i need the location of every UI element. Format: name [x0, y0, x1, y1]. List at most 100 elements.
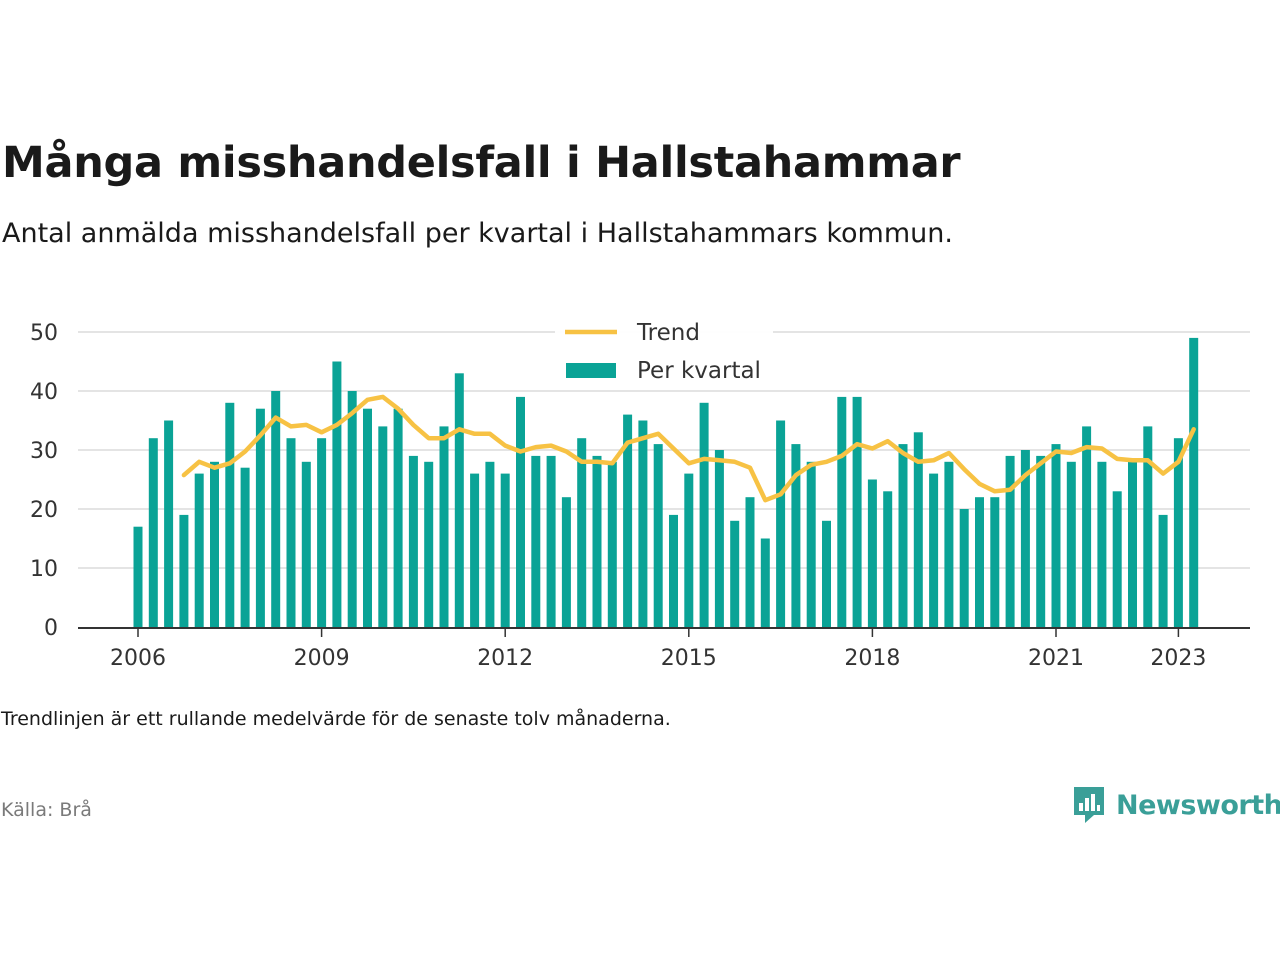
bar [516, 396, 525, 627]
y-tick-label: 0 [44, 616, 58, 641]
bar [347, 391, 357, 627]
bar [378, 426, 388, 627]
brand-name: Newsworthy [1116, 789, 1280, 821]
bar [776, 420, 786, 627]
bar [638, 420, 648, 627]
line-series-trend [181, 394, 1196, 503]
bar [485, 461, 495, 627]
bar [806, 461, 816, 627]
bar [194, 473, 204, 627]
bar [791, 444, 801, 627]
bar [1158, 514, 1168, 627]
source-label: Källa: Brå [1, 799, 92, 821]
bar [271, 391, 281, 627]
trend-footnote: Trendlinjen är ett rullande medelvärde f… [1, 708, 671, 730]
bar [210, 461, 219, 627]
y-tick-label: 10 [30, 557, 58, 582]
x-axis: 2006 2009 2012 2015 2018 2021 2023 [78, 627, 1250, 671]
x-tick-label: 2021 [1028, 646, 1084, 671]
y-tick-label: 50 [30, 321, 58, 346]
bar [867, 479, 877, 627]
bar [669, 514, 678, 627]
bar [164, 420, 174, 627]
bar [1020, 450, 1030, 627]
bar [1112, 491, 1122, 627]
bar [133, 526, 143, 627]
bar [745, 497, 755, 627]
bar [561, 497, 571, 627]
bar [179, 514, 189, 627]
bar [424, 461, 434, 627]
bar [454, 373, 464, 627]
bar [852, 396, 862, 627]
bar [408, 455, 418, 627]
bar [317, 438, 327, 627]
bar [684, 473, 694, 627]
bar [225, 402, 235, 627]
y-tick-label: 30 [30, 439, 58, 464]
bar [240, 467, 250, 627]
bar [332, 361, 342, 627]
bar-series-per-kvartal [133, 337, 1199, 627]
x-tick-label: 2006 [110, 646, 166, 671]
bar [363, 408, 372, 627]
bar-line-chart: 0 10 20 30 40 50 2006 2009 2012 2015 2018 2021 2023… [30, 314, 1250, 671]
bar [883, 491, 893, 627]
y-tick-label: 20 [30, 498, 58, 523]
bar [439, 426, 449, 627]
bar [1097, 461, 1107, 627]
bar [607, 461, 617, 627]
bar [929, 473, 939, 627]
bar [990, 497, 1000, 627]
bar [500, 473, 510, 627]
bar [301, 461, 311, 627]
bar [148, 438, 158, 627]
bar [1143, 426, 1153, 627]
legend-bar-label: Per kvartal [637, 358, 761, 384]
bar [1051, 444, 1061, 627]
bar [1005, 455, 1015, 627]
bar [546, 455, 556, 627]
bar [623, 414, 633, 627]
x-tick-label: 2023 [1150, 646, 1206, 671]
x-tick-label: 2015 [661, 646, 717, 671]
bar [577, 438, 587, 627]
bar [393, 408, 403, 627]
newsworthy-logo: Newsworthy [1072, 785, 1280, 825]
bar [286, 438, 296, 627]
bar [592, 455, 602, 627]
newsworthy-logo-icon [1074, 787, 1104, 823]
y-axis-ticks: 0 10 20 30 40 50 [30, 321, 58, 641]
bar [837, 396, 847, 627]
bar [531, 455, 541, 627]
bar [699, 402, 709, 627]
bar [760, 538, 770, 627]
bar [470, 473, 480, 627]
bar [714, 450, 724, 627]
bar [898, 444, 908, 627]
bar [255, 408, 265, 627]
bar [730, 520, 740, 627]
bar [1189, 337, 1199, 627]
y-tick-label: 40 [30, 380, 58, 405]
bar [959, 509, 969, 627]
legend-bar-swatch [566, 363, 616, 378]
bar [1128, 461, 1137, 627]
x-tick-label: 2012 [477, 646, 533, 671]
bar [1173, 438, 1183, 627]
legend: Trend Per kvartal [555, 314, 773, 390]
bar [1066, 461, 1076, 627]
x-tick-label: 2009 [294, 646, 350, 671]
bar [1082, 426, 1092, 627]
bar [653, 444, 663, 627]
bar [975, 497, 984, 627]
trend-line [181, 394, 1196, 503]
bar [822, 520, 831, 627]
bar [944, 461, 954, 627]
legend-trend-label: Trend [636, 320, 700, 346]
bar [1036, 455, 1046, 627]
chart-title: Många misshandelsfall i Hallstahammar [2, 138, 961, 188]
bar [913, 432, 923, 627]
x-tick-label: 2018 [844, 646, 900, 671]
chart-subtitle: Antal anmälda misshandelsfall per kvarta… [2, 218, 953, 249]
